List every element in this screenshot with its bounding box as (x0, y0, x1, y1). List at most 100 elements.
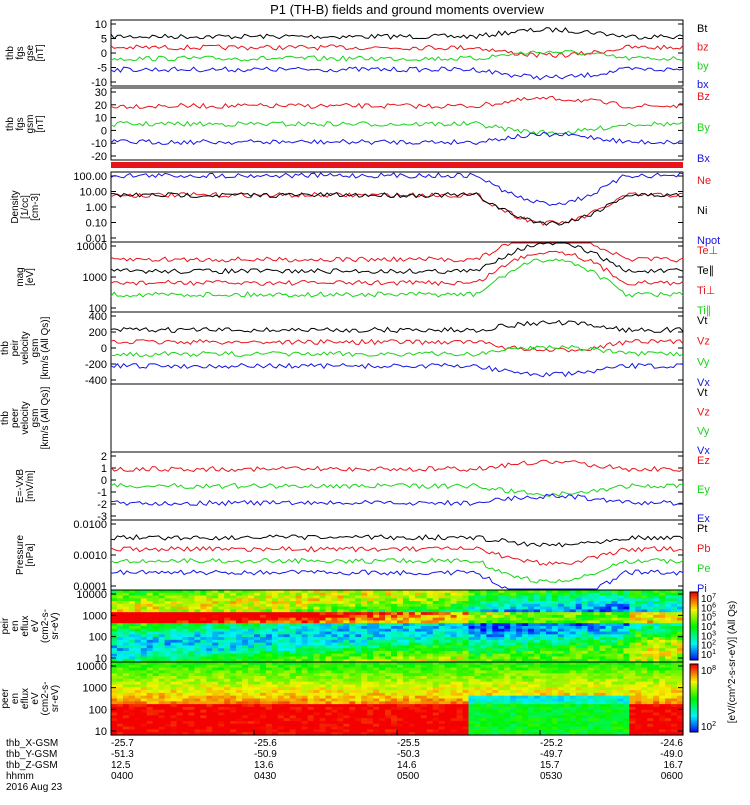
legend-entry: Ez (697, 455, 710, 467)
series-line-Ex (111, 494, 683, 505)
series-line-Vx (111, 364, 683, 377)
panel-electron-velocity: thbpeervelocitygsm[km/s (All Qs)]VtVzVyV… (0, 384, 710, 457)
legend-entry: Vz (697, 406, 710, 418)
series-line-Ti⊥ (111, 251, 683, 285)
y-tick-label: 1.00 (86, 202, 107, 214)
y-axis-label: mag[eV] (15, 267, 36, 286)
series-line-bx (111, 67, 683, 80)
series-line-Bz (111, 96, 683, 108)
legend-entry: Ni (697, 205, 707, 217)
legend-entry: Bx (697, 153, 710, 165)
legend-entry: Bt (697, 23, 707, 35)
y-axis-label: E=-VxB[mV/m] (15, 469, 36, 504)
y-tick-label: 0 (101, 125, 107, 137)
y-tick-label: 0 (101, 475, 107, 487)
y-tick-label: 1000 (83, 610, 107, 622)
legend-entry: Vz (697, 336, 710, 348)
y-tick-label: -20 (91, 151, 107, 163)
legend-entry: Ey (697, 484, 710, 496)
y-axis-label: thbpeirvelocitygsm[km/s (All Qs)] (0, 316, 51, 379)
y-axis-label: thbpeirenefluxeV(cm2-s-sr-eV) (0, 609, 61, 643)
y-axis-label: Density[1/cc][cm-3] (10, 190, 41, 223)
series-line-Npot (111, 173, 683, 206)
panels: 1050-5-10thbfgsgse[nT]Btbzbybx3020100-10… (0, 19, 720, 738)
legend-entry: Te⊥ (697, 245, 718, 257)
y-tick-label: 20 (95, 100, 107, 112)
panel-frame (111, 452, 683, 520)
series-line-Ez (111, 460, 683, 471)
y-axis-label: thbpeervelocitygsm[km/s (All Qs)] (0, 386, 51, 449)
panel-electron-eflux: 10000100010010thbpeerenefluxeV(cm2-s-sr-… (0, 661, 684, 738)
plot-title: P1 (TH-B) fields and ground moments over… (270, 2, 544, 17)
legend-entry: Pb (697, 543, 710, 555)
legend-entry: Bz (697, 91, 710, 103)
y-tick-label: 10.00 (79, 187, 107, 199)
y-tick-label: 100.00 (73, 171, 107, 183)
legend-entry: bx (697, 79, 709, 91)
y-tick-label: 0 (101, 48, 107, 60)
y-tick-label: 10 (95, 113, 107, 125)
y-tick-label: 100 (89, 632, 107, 644)
panel-ion-eflux: 10000100010010thbpeirenefluxeV(cm2-s-sr-… (0, 589, 684, 665)
series-line-Vz (111, 340, 683, 352)
y-axis-label: Pressure[nPa] (15, 535, 36, 575)
y-tick-label: -2 (97, 499, 107, 511)
series-line-Bt (111, 28, 683, 39)
legend-entry: Vt (697, 315, 707, 327)
legend-entry: By (697, 122, 710, 134)
series-line-Vt (111, 321, 683, 333)
panel-frame (111, 384, 683, 452)
y-tick-label: 10000 (76, 241, 107, 253)
y-tick-label: 0 (101, 343, 107, 355)
series-line-Pt (111, 535, 683, 547)
y-axis-label: thbfgsgsm[nT] (5, 115, 46, 134)
y-tick-label: 0.0010 (73, 550, 107, 562)
legend-entry: by (697, 60, 709, 72)
y-axis-label: thbfgsgse[nT] (5, 44, 46, 61)
series-line-bz (111, 45, 683, 57)
panel-ion-velocity: 400 200 0 -200 -400 thbpeirvelocitygsm[km/s (… (0, 311, 710, 389)
series-line-Vy (111, 346, 683, 357)
y-tick-label: -1 (97, 487, 107, 499)
panel-density: 100.0010.001.000.100.01Density[1/cc][cm-… (10, 171, 720, 247)
y-tick-label: 10000 (76, 589, 107, 601)
y-tick-label: -200 (85, 359, 107, 371)
panel-frame (111, 520, 683, 590)
series-line-by (111, 51, 683, 62)
y-tick-label: -400 (85, 375, 107, 387)
legend-entry: Vy (697, 356, 710, 368)
y-tick-label: 400 (89, 311, 107, 323)
series-line-Ey (111, 484, 683, 497)
legend-entry: Vy (697, 426, 710, 438)
y-tick-label: 10 (95, 19, 107, 31)
series-line-Ti∥ (111, 259, 683, 297)
legend-entry: Vt (697, 387, 707, 399)
legend-entry: Ti⊥ (697, 285, 715, 297)
y-tick-label: 1 (101, 463, 107, 475)
y-tick-label: -10 (91, 138, 107, 150)
y-tick-label: 0.10 (86, 218, 107, 230)
legend-entry: bz (697, 42, 709, 54)
series-line-Bx (111, 133, 683, 145)
y-tick-label: 200 (89, 327, 107, 339)
y-tick-label: 2 (101, 451, 107, 463)
legend-entry: Ne (697, 175, 711, 187)
series-line-Ni (111, 193, 683, 226)
panel-frame (111, 172, 683, 242)
series-line-By (111, 122, 683, 135)
y-tick-label: 0.0100 (73, 519, 107, 531)
legend-entry: Pt (697, 523, 707, 535)
legend-entry: Te∥ (697, 265, 714, 277)
y-tick-label: -5 (97, 63, 107, 75)
series-line-Pb (111, 547, 683, 566)
y-tick-label: 30 (95, 87, 107, 99)
y-tick-label: 1000 (83, 272, 107, 284)
legend-entry: Pe (697, 563, 710, 575)
